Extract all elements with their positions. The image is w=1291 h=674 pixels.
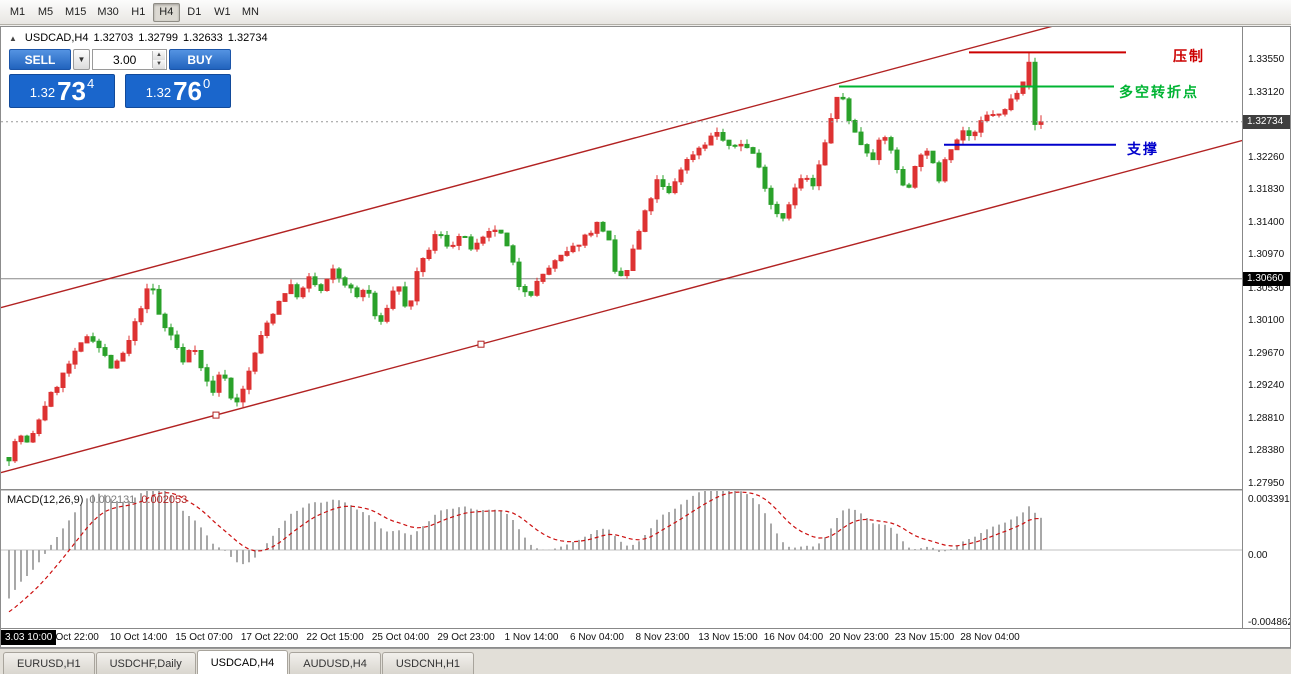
timeframe-toolbar: M1 M5 M15 M30 H1 H4 D1 W1 MN — [0, 0, 1291, 25]
pivot-label: 多空转折点 — [1119, 84, 1199, 100]
macd-axis-label: 0.003391 — [1248, 493, 1290, 505]
chart-window: ▲ USDCAD,H4 1.32703 1.32799 1.32633 1.32734 S… — [0, 26, 1291, 648]
time-axis-label: 23 Nov 15:00 — [894, 632, 955, 643]
time-axis-label: 28 Nov 04:00 — [960, 632, 1020, 643]
timeframe-button-m15[interactable]: M15 — [65, 6, 87, 18]
price-axis-label: 1.31400 — [1248, 216, 1285, 228]
time-axis-label: 29 Oct 23:00 — [437, 632, 495, 643]
resistance-label: 压制 — [1173, 48, 1205, 64]
timeframe-button-d1[interactable]: D1 — [187, 6, 202, 18]
chart-tab-usdchf-daily[interactable]: USDCHF,Daily — [95, 652, 196, 674]
price-axis-label: 1.33550 — [1248, 54, 1285, 65]
price-axis-label: 1.31830 — [1248, 184, 1285, 196]
buy-price-big: 76 — [173, 76, 202, 106]
price-axis-label: 1.30100 — [1248, 315, 1285, 327]
macd-axis-label: -0.004862 — [1248, 617, 1291, 628]
chevron-down-icon: ▼ — [77, 55, 86, 64]
macd-chart[interactable] — [1, 482, 1243, 630]
time-axis-label: 15 Oct 07:00 — [175, 632, 233, 643]
lot-spinner[interactable]: ▲ ▼ — [152, 51, 165, 69]
candlestick-chart[interactable] — [1, 27, 1244, 489]
crosshair-price-tag: 1.30660 — [1243, 271, 1290, 286]
time-axis-label: 1 Nov 14:00 — [504, 632, 559, 643]
indicator-value-2: 0.002053 — [141, 494, 188, 506]
macd-axis-label: 0.00 — [1248, 550, 1268, 561]
buy-price-button[interactable]: 1.32 76 0 — [125, 74, 231, 108]
chart-tab-eurusd-h1[interactable]: EURUSD,H1 — [3, 652, 95, 674]
time-axis-label: 22 Oct 15:00 — [306, 632, 364, 643]
timeframe-button-h1[interactable]: H1 — [131, 6, 146, 18]
time-axis-label: 20 Nov 23:00 — [829, 632, 889, 643]
chart-tab-usdcad-h4[interactable]: USDCAD,H4 — [196, 650, 289, 674]
time-axis-label: 8 Nov 23:00 — [635, 632, 690, 643]
sell-price-prefix: 1.32 — [29, 85, 56, 100]
open-value: 1.32703 — [93, 32, 134, 44]
lot-size-input[interactable]: 3.00 ▲ ▼ — [92, 49, 167, 70]
macd-panel[interactable] — [1, 482, 1243, 630]
timeframe-button-w1[interactable]: W1 — [214, 6, 231, 18]
price-axis-label: 1.28380 — [1248, 445, 1285, 457]
spin-up-icon[interactable]: ▲ — [153, 51, 165, 60]
sell-price-button[interactable]: 1.32 73 4 — [9, 74, 115, 108]
timeframe-button-mn[interactable]: MN — [241, 6, 259, 18]
buy-price-pip: 0 — [203, 76, 211, 91]
time-axis-label: 5 Oct 22:00 — [47, 632, 99, 643]
chart-tab-audusd-h4[interactable]: AUDUSD,H4 — [289, 652, 381, 674]
high-value: 1.32799 — [138, 32, 179, 44]
sell-button[interactable]: SELL — [9, 49, 71, 70]
indicator-value-1: 0.002131 — [89, 494, 136, 506]
panel-splitter[interactable] — [1, 489, 1290, 491]
time-axis-label: 10 Oct 14:00 — [109, 632, 168, 643]
sell-price-pip: 4 — [87, 76, 95, 91]
time-axis-label: 25 Oct 04:00 — [371, 632, 430, 643]
lot-dropdown-button[interactable]: ▼ — [73, 49, 90, 70]
price-axis-label: 1.27950 — [1248, 477, 1285, 489]
time-axis-label: 16 Nov 04:00 — [763, 632, 824, 643]
support-label: 支撑 — [1127, 141, 1159, 157]
time-axis-label: 6 Nov 04:00 — [570, 632, 624, 643]
price-axis-label: 1.29240 — [1248, 380, 1285, 392]
time-axis[interactable]: 5 Oct 22:00 10 Oct 14:00 15 Oct 07:00 17 Oc… — [1, 628, 1290, 647]
price-axis-label: 1.32260 — [1248, 151, 1285, 163]
price-axis-label: 1.33120 — [1248, 86, 1285, 98]
timeframe-button-m30[interactable]: M30 — [97, 6, 119, 18]
buy-price-prefix: 1.32 — [145, 85, 172, 100]
one-click-trading-panel: SELL ▼ 3.00 ▲ ▼ BUY 1.32 73 4 1.32 76 0 — [9, 49, 231, 108]
time-axis-label: 13 Nov 15:00 — [698, 632, 758, 643]
buy-button[interactable]: BUY — [169, 49, 231, 70]
sell-price-big: 73 — [57, 76, 86, 106]
timeframe-button-h4[interactable]: H4 — [152, 2, 180, 22]
spin-down-icon[interactable]: ▼ — [153, 60, 165, 69]
price-axis-label: 1.30970 — [1248, 249, 1285, 261]
price-chart-area[interactable] — [1, 27, 1244, 489]
indicator-label: MACD(12,26,9) 0.002131 0.002053 — [7, 494, 187, 506]
timeframe-button-m5[interactable]: M5 — [37, 6, 54, 18]
price-axis-label: 1.30530 — [1248, 282, 1285, 294]
bid-price-tag: 1.32734 — [1243, 114, 1290, 129]
price-axis-label: 1.29670 — [1248, 347, 1285, 359]
chart-tab-usdcnh-h1[interactable]: USDCNH,H1 — [381, 652, 475, 674]
timeframe-button-m1[interactable]: M1 — [9, 6, 26, 18]
chart-icon: ▲ — [9, 34, 17, 43]
low-value: 1.32633 — [183, 32, 223, 44]
chart-ohlc-header: ▲ USDCAD,H4 1.32703 1.32799 1.32633 1.32734 — [9, 32, 268, 44]
chart-tabbar: EURUSD,H1 USDCHF,Daily USDCAD,H4 AUDUSD,H4 U… — [0, 648, 1291, 674]
close-value: 1.32734 — [227, 32, 268, 44]
crosshair-time-tag: 3.03 10:00 — [1, 630, 57, 645]
lot-size-value: 3.00 — [113, 52, 137, 67]
symbol-period-label: USDCAD,H4 — [24, 32, 89, 44]
price-axis[interactable]: 1.33550 1.33120 1.32260 1.31830 1.31400 1.309… — [1242, 27, 1290, 628]
price-axis-label: 1.28810 — [1248, 412, 1285, 424]
time-axis-label: 17 Oct 22:00 — [240, 632, 299, 643]
indicator-name: MACD(12,26,9) — [7, 494, 84, 506]
